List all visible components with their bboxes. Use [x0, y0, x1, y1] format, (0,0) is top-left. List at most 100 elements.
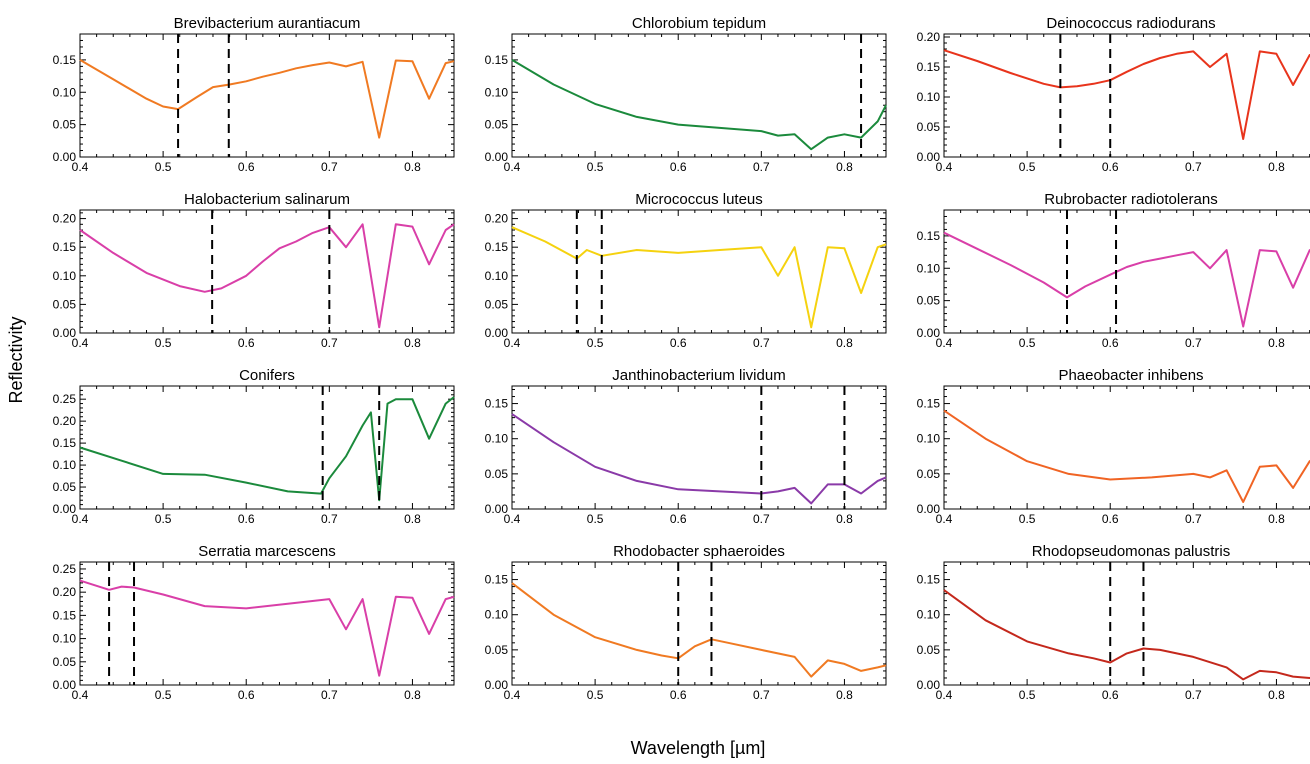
- x-tick-label: 0.4: [936, 512, 953, 526]
- x-tick-label: 0.8: [836, 512, 853, 526]
- x-tick-label: 0.4: [936, 336, 953, 350]
- y-tick-label: 0.00: [917, 678, 941, 692]
- y-tick-label: 0.10: [917, 90, 941, 104]
- panel-frame: [943, 209, 1310, 334]
- x-tick-label: 0.4: [936, 688, 953, 702]
- x-tick-label: 0.4: [72, 160, 89, 174]
- y-tick-label: 0.15: [53, 608, 77, 622]
- y-tick-label: 0.10: [917, 608, 941, 622]
- y-tick-label: 0.10: [485, 608, 509, 622]
- x-tick-label: 0.6: [1102, 688, 1119, 702]
- y-tick-label: 0.05: [917, 467, 941, 481]
- panel-frame: [79, 385, 455, 510]
- x-tick-label: 0.4: [72, 512, 89, 526]
- y-tick-label: 0.00: [485, 502, 509, 516]
- y-tick-label: 0.10: [53, 632, 77, 646]
- panel-frame: [79, 33, 455, 158]
- x-tick-label: 0.7: [321, 688, 338, 702]
- y-axis-label: Reflectivity: [6, 316, 26, 403]
- x-tick-label: 0.6: [670, 336, 687, 350]
- x-tick-label: 0.8: [836, 160, 853, 174]
- panel-title: Janthinobacterium lividum: [612, 367, 785, 384]
- y-tick-label: 0.00: [917, 150, 941, 164]
- x-tick-label: 0.7: [1185, 512, 1202, 526]
- y-tick-label: 0.00: [917, 326, 941, 340]
- y-tick-label: 0.15: [917, 229, 941, 243]
- x-tick-label: 0.4: [72, 688, 89, 702]
- x-tick-label: 0.4: [936, 160, 953, 174]
- reflectivity-line: [943, 49, 1310, 140]
- chart-panel: Phaeobacter inhibens 0.4 0.5 0.6 0.7 0.8 0.00 0…: [917, 367, 1310, 526]
- y-tick-label: 0.20: [917, 30, 941, 44]
- panel-title: Halobacterium salinarum: [184, 191, 350, 208]
- reflectivity-line: [79, 59, 455, 139]
- panel-title: Deinococcus radiodurans: [1046, 15, 1215, 32]
- y-tick-label: 0.20: [53, 212, 77, 226]
- y-tick-label: 0.00: [485, 326, 509, 340]
- y-tick-label: 0.10: [485, 269, 509, 283]
- x-tick-label: 0.7: [1185, 160, 1202, 174]
- chart-panel: Deinococcus radiodurans 0.4 0.5 0.6 0.7 0.8 0.…: [917, 15, 1310, 174]
- panel-title: Rhodopseudomonas palustris: [1032, 543, 1230, 560]
- y-tick-label: 0.05: [917, 294, 941, 308]
- panel-frame: [79, 561, 455, 686]
- y-tick-label: 0.05: [485, 467, 509, 481]
- chart-panel: Janthinobacterium lividum 0.4 0.5 0.6 0.7 0.8…: [485, 367, 887, 526]
- panel-title: Chlorobium tepidum: [632, 15, 766, 32]
- reflectivity-line: [79, 579, 455, 677]
- panel-frame: [943, 33, 1310, 158]
- x-tick-label: 0.4: [504, 336, 521, 350]
- x-tick-label: 0.7: [321, 160, 338, 174]
- x-tick-label: 0.6: [238, 160, 255, 174]
- y-tick-label: 0.05: [917, 120, 941, 134]
- reflectivity-line: [943, 589, 1310, 681]
- y-tick-label: 0.00: [53, 678, 77, 692]
- reflectivity-line: [511, 582, 887, 678]
- y-tick-label: 0.00: [485, 678, 509, 692]
- y-tick-label: 0.25: [53, 392, 77, 406]
- panel-frame: [511, 33, 887, 158]
- y-tick-label: 0.10: [917, 261, 941, 275]
- chart-panel: Rubrobacter radiotolerans 0.4 0.5 0.6 0.7 0.8…: [917, 191, 1310, 350]
- x-tick-label: 0.6: [670, 688, 687, 702]
- x-tick-label: 0.7: [753, 688, 770, 702]
- x-tick-label: 0.6: [1102, 336, 1119, 350]
- x-tick-label: 0.5: [1019, 160, 1036, 174]
- x-tick-label: 0.8: [1268, 688, 1285, 702]
- y-tick-label: 0.20: [53, 585, 77, 599]
- y-tick-label: 0.20: [485, 212, 509, 226]
- y-tick-label: 0.15: [485, 53, 509, 67]
- x-tick-label: 0.7: [321, 512, 338, 526]
- x-tick-label: 0.8: [404, 688, 421, 702]
- y-tick-label: 0.15: [485, 240, 509, 254]
- x-tick-label: 0.5: [587, 336, 604, 350]
- y-tick-label: 0.15: [917, 60, 941, 74]
- x-tick-label: 0.4: [504, 160, 521, 174]
- x-tick-label: 0.8: [404, 336, 421, 350]
- x-tick-label: 0.7: [1185, 688, 1202, 702]
- reflectivity-line: [511, 59, 887, 151]
- y-tick-label: 0.05: [485, 643, 509, 657]
- panel-frame: [943, 561, 1310, 686]
- x-tick-label: 0.8: [1268, 336, 1285, 350]
- x-tick-label: 0.6: [238, 336, 255, 350]
- x-tick-label: 0.8: [836, 336, 853, 350]
- y-tick-label: 0.10: [53, 85, 77, 99]
- chart-panel: Chlorobium tepidum 0.4 0.5 0.6 0.7 0.8 0.00 0.0…: [485, 15, 887, 174]
- x-tick-label: 0.8: [1268, 512, 1285, 526]
- y-tick-label: 0.15: [917, 397, 941, 411]
- y-tick-label: 0.15: [485, 397, 509, 411]
- panel-title: Brevibacterium aurantiacum: [174, 15, 361, 32]
- y-tick-label: 0.10: [485, 85, 509, 99]
- reflectivity-line: [511, 226, 887, 329]
- y-tick-label: 0.15: [917, 573, 941, 587]
- panel-title: Rubrobacter radiotolerans: [1044, 191, 1217, 208]
- y-tick-label: 0.05: [53, 118, 77, 132]
- x-tick-label: 0.8: [1268, 160, 1285, 174]
- x-tick-label: 0.5: [155, 512, 172, 526]
- y-tick-label: 0.05: [485, 297, 509, 311]
- x-tick-label: 0.6: [670, 512, 687, 526]
- y-tick-label: 0.25: [53, 562, 77, 576]
- panel-grid: Brevibacterium aurantiacum 0.4 0.5 0.6 0.7 0.…: [53, 15, 1310, 702]
